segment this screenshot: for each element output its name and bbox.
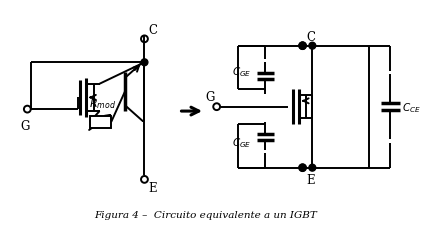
Text: $C_{CE}$: $C_{CE}$ <box>402 100 421 114</box>
Text: C: C <box>306 31 316 44</box>
Text: Figura 4 –  Circuito equivalente a un IGBT: Figura 4 – Circuito equivalente a un IGB… <box>95 210 317 219</box>
Text: E: E <box>306 173 315 186</box>
Text: E: E <box>149 182 157 194</box>
Text: G: G <box>206 90 215 103</box>
Circle shape <box>309 43 316 50</box>
Bar <box>90 116 111 128</box>
Circle shape <box>299 165 306 171</box>
Circle shape <box>299 43 306 50</box>
Text: G: G <box>21 119 30 132</box>
Text: $C_{GE}$: $C_{GE}$ <box>233 136 252 149</box>
Circle shape <box>309 165 316 171</box>
Text: $R_{mod}$: $R_{mod}$ <box>89 97 116 111</box>
Text: C: C <box>149 24 157 37</box>
Circle shape <box>299 43 306 50</box>
Text: $C_{GE}$: $C_{GE}$ <box>233 65 252 79</box>
Circle shape <box>141 60 148 66</box>
